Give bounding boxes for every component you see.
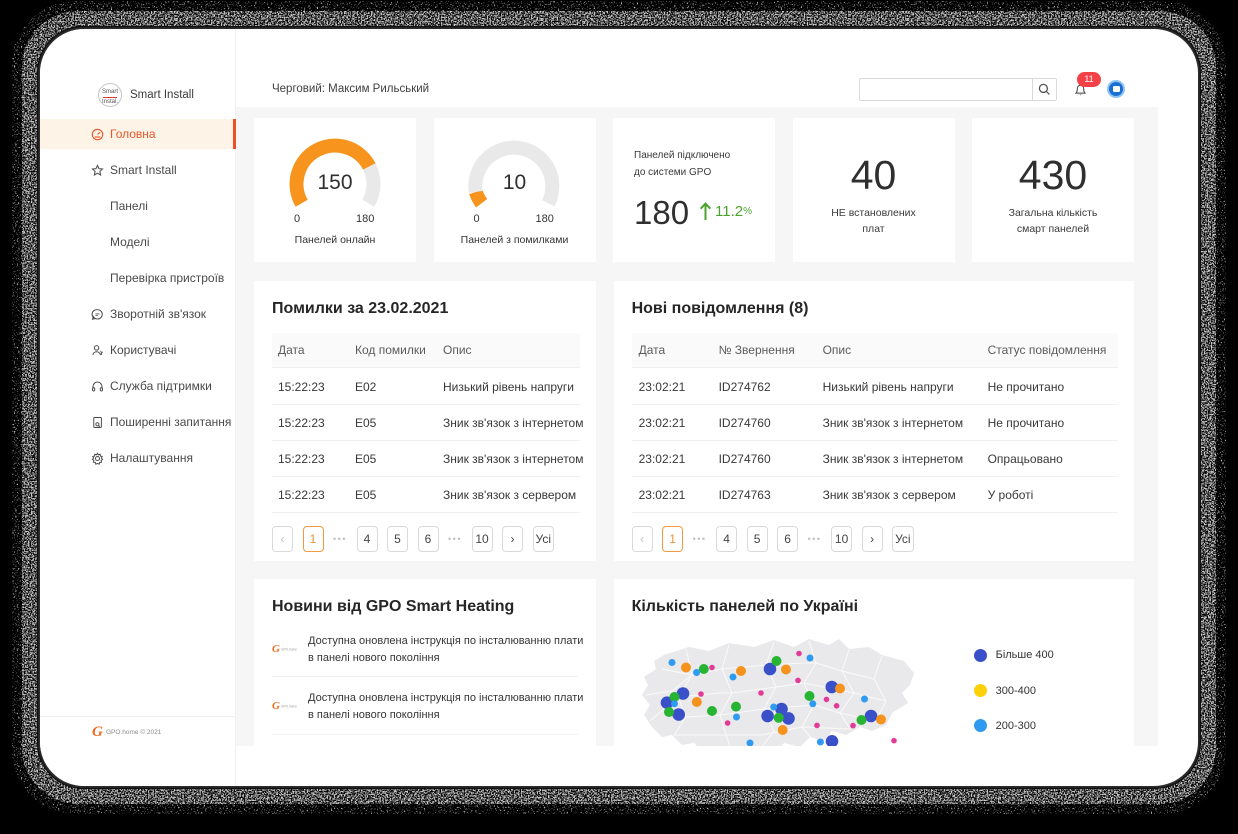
svg-text:GPO.home: GPO.home	[281, 648, 297, 652]
svg-text:G: G	[272, 700, 280, 711]
svg-text:G: G	[272, 643, 280, 654]
svg-text:GPO.home: GPO.home	[281, 705, 297, 709]
